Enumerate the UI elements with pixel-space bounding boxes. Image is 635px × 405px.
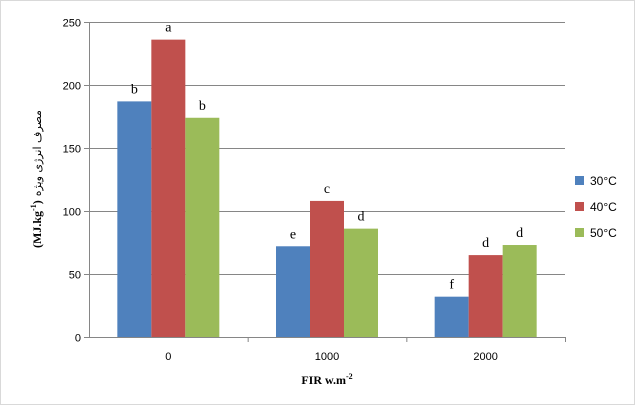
bar xyxy=(503,245,537,337)
significance-label: b xyxy=(199,99,206,114)
y-tick-label: 200 xyxy=(63,81,81,93)
y-axis-title-unit-pre: (MJ.kg xyxy=(30,211,44,248)
significance-label: a xyxy=(165,21,172,36)
bar xyxy=(185,118,219,337)
bar xyxy=(469,255,503,337)
x-tick-label: 2000 xyxy=(473,351,497,363)
y-tick-label: 50 xyxy=(69,270,81,282)
significance-label: b xyxy=(131,82,138,97)
significance-label: d xyxy=(516,226,523,241)
y-axis-title-unit-post: ) xyxy=(30,200,44,204)
y-axis-title-unit-sup: -1 xyxy=(29,204,38,211)
legend-label: 50°C xyxy=(590,226,617,240)
legend-label: 40°C xyxy=(590,200,617,214)
y-tick-label: 100 xyxy=(63,207,81,219)
y-tick-label: 150 xyxy=(63,144,81,156)
y-tick-label: 250 xyxy=(63,18,81,30)
bar xyxy=(117,101,151,337)
y-axis-title-text: مصرف انرژی ویژه xyxy=(31,110,44,196)
y-axis-title: (MJ.kg-1) مصرف انرژی ویژه xyxy=(29,110,44,248)
legend-swatch xyxy=(575,228,584,237)
x-axis-title-sup: -2 xyxy=(346,372,353,381)
x-tick-label: 1000 xyxy=(315,351,339,363)
significance-label: f xyxy=(449,278,454,293)
x-axis-title: FIR w.m-2 xyxy=(301,372,352,387)
legend: 30°C 40°C 50°C xyxy=(575,174,617,240)
significance-label: d xyxy=(482,236,489,251)
x-tick-label: 0 xyxy=(165,351,171,363)
legend-swatch xyxy=(575,176,584,185)
significance-label: d xyxy=(358,210,365,225)
legend-swatch xyxy=(575,202,584,211)
bar xyxy=(151,40,185,337)
x-axis-title-main: FIR w.m xyxy=(301,373,346,387)
bar xyxy=(276,246,310,337)
significance-label: e xyxy=(290,227,296,242)
y-tick-label: 0 xyxy=(75,333,81,345)
legend-label: 30°C xyxy=(590,174,617,188)
bar xyxy=(344,229,378,337)
bar xyxy=(310,201,344,337)
bar xyxy=(435,297,469,337)
significance-label: c xyxy=(324,182,330,197)
